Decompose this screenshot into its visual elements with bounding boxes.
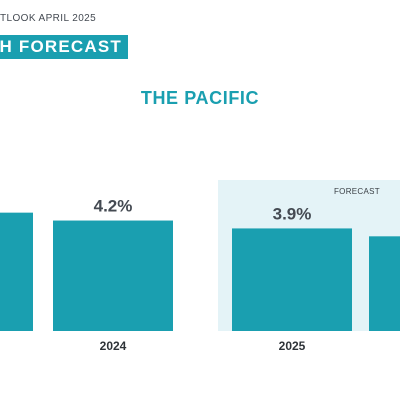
title-banner: H FORECAST <box>0 35 128 59</box>
x-tick-label-1: 2024 <box>100 339 127 353</box>
title-banner-text: H FORECAST <box>0 37 122 56</box>
bar-3 <box>369 236 400 331</box>
bar-value-label-2: 3.9% <box>273 204 312 223</box>
bar-value-label-1: 4.2% <box>94 197 133 216</box>
region-heading: THE PACIFIC <box>140 88 260 108</box>
report-subtitle: TLOOK APRIL 2025 <box>0 13 97 24</box>
bar-1 <box>53 220 173 331</box>
bar-2 <box>232 228 352 331</box>
bar-0 <box>0 212 33 331</box>
x-tick-label-2: 2025 <box>279 339 306 353</box>
forecast-label: FORECAST <box>334 187 380 196</box>
